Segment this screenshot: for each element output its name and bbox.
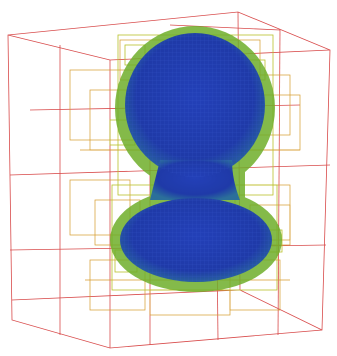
octree-visualization xyxy=(0,0,337,356)
page xyxy=(0,0,337,356)
